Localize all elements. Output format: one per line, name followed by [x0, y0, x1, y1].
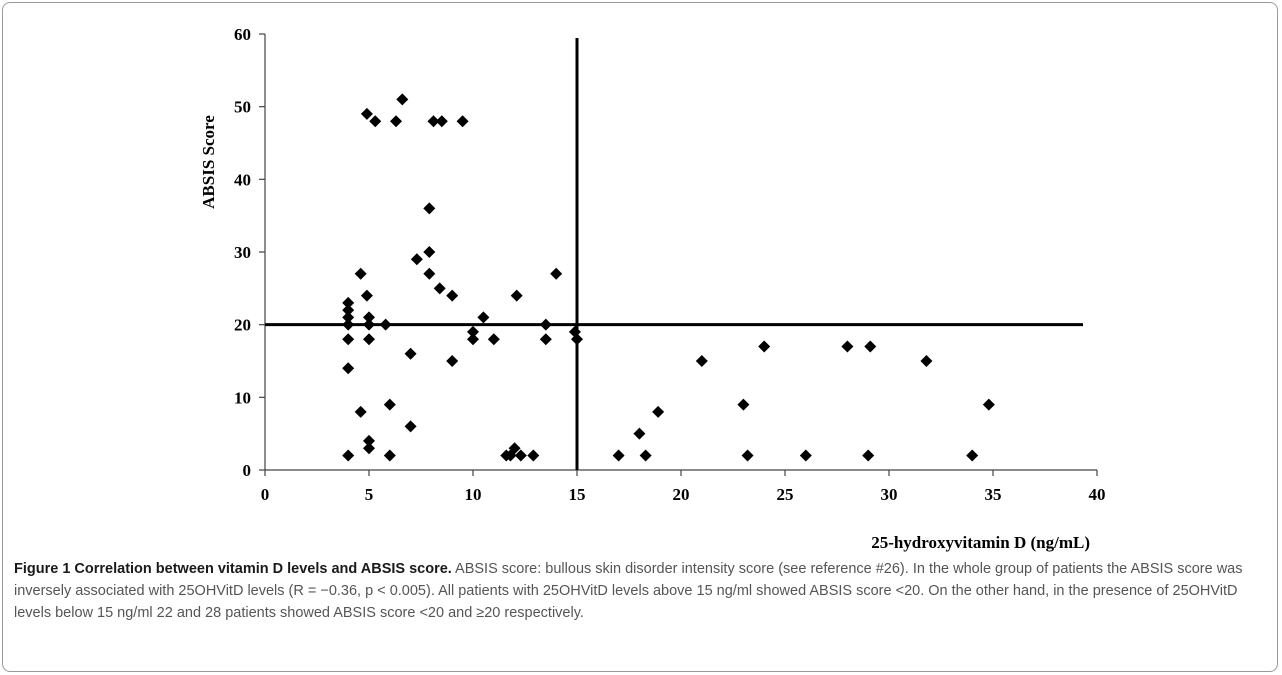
- data-point: [799, 449, 812, 462]
- data-point: [423, 246, 436, 258]
- data-point: [404, 347, 417, 360]
- data-point: [571, 333, 583, 346]
- x-tick-label: 0: [261, 485, 270, 504]
- data-point: [446, 289, 459, 302]
- data-point: [433, 282, 446, 295]
- data-point: [652, 405, 665, 418]
- data-point: [383, 449, 396, 462]
- data-point: [363, 442, 375, 455]
- data-point: [342, 311, 355, 324]
- data-point: [741, 449, 754, 462]
- y-tick-label: 50: [234, 98, 251, 117]
- data-point: [456, 115, 469, 128]
- data-point: [539, 318, 552, 331]
- data-point: [360, 107, 373, 120]
- data-point: [612, 449, 625, 462]
- y-tick-label: 30: [234, 243, 251, 262]
- data-point: [390, 115, 403, 128]
- data-point: [423, 202, 436, 215]
- data-point: [510, 289, 523, 302]
- caption-title: Figure 1 Correlation between vitamin D l…: [14, 561, 452, 577]
- y-axis-title: ABSIS Score: [199, 115, 218, 209]
- data-point: [342, 333, 355, 346]
- y-tick-label: 0: [243, 461, 252, 480]
- data-point: [982, 398, 995, 411]
- data-point: [369, 115, 382, 128]
- axes: [259, 33, 1098, 476]
- data-point: [758, 340, 771, 353]
- data-point: [435, 115, 448, 128]
- data-point: [477, 311, 490, 324]
- data-point: [354, 267, 367, 280]
- x-tick-label: 20: [673, 485, 690, 504]
- x-tick-label: 5: [365, 485, 374, 504]
- y-tick-label: 40: [234, 170, 251, 189]
- x-tick-label: 40: [1089, 485, 1106, 504]
- data-points: [342, 93, 995, 462]
- data-point: [550, 267, 563, 280]
- data-point: [467, 333, 479, 346]
- data-point: [363, 311, 375, 324]
- data-point: [379, 318, 392, 331]
- data-point: [966, 449, 979, 462]
- x-tick-label: 15: [569, 485, 586, 504]
- y-tick-label: 20: [234, 316, 251, 335]
- x-tick-label: 10: [465, 485, 482, 504]
- tick-labels: 0 10 20 30 40 50 60 0 5 10 15 20 25 30 35 40: [234, 25, 1106, 504]
- x-tick-label: 25: [777, 485, 794, 504]
- data-point: [695, 355, 708, 367]
- data-point: [342, 296, 355, 309]
- scatter-chart: 0 10 20 30 40 50 60 0 5 10 15 20 25 30 35 40 25-hydroxy…: [199, 25, 1106, 552]
- data-point: [342, 449, 355, 462]
- data-point: [514, 449, 527, 462]
- figure-caption: Figure 1 Correlation between vitamin D l…: [14, 558, 1264, 624]
- data-point: [342, 318, 355, 331]
- data-point: [342, 362, 355, 375]
- data-point: [920, 355, 933, 367]
- reference-lines: [265, 38, 1083, 470]
- data-point: [862, 449, 875, 462]
- data-point: [446, 355, 459, 367]
- data-point: [342, 304, 355, 317]
- data-point: [639, 449, 652, 462]
- data-point: [360, 289, 373, 302]
- data-point: [737, 398, 750, 411]
- data-point: [539, 333, 552, 346]
- data-point: [864, 340, 877, 353]
- data-point: [363, 434, 375, 447]
- data-point: [404, 420, 417, 433]
- data-point: [427, 115, 440, 128]
- data-point: [841, 340, 854, 353]
- data-point: [423, 267, 436, 280]
- data-point: [396, 93, 409, 106]
- data-point: [383, 398, 396, 411]
- x-axis-title: 25-hydroxyvitamin D (ng/mL): [871, 533, 1090, 552]
- y-tick-label: 10: [234, 388, 251, 407]
- caption-body: ABSIS score: bullous skin disorder inten…: [14, 561, 1243, 621]
- y-tick-label: 60: [234, 25, 251, 44]
- data-point: [363, 318, 375, 331]
- data-point: [354, 405, 367, 418]
- data-point: [508, 442, 521, 455]
- x-tick-label: 35: [985, 485, 1002, 504]
- data-point: [363, 333, 375, 346]
- data-point: [410, 253, 423, 266]
- data-point: [527, 449, 540, 462]
- data-point: [487, 333, 500, 346]
- data-point: [467, 325, 479, 338]
- x-tick-label: 30: [881, 485, 898, 504]
- data-point: [633, 427, 646, 440]
